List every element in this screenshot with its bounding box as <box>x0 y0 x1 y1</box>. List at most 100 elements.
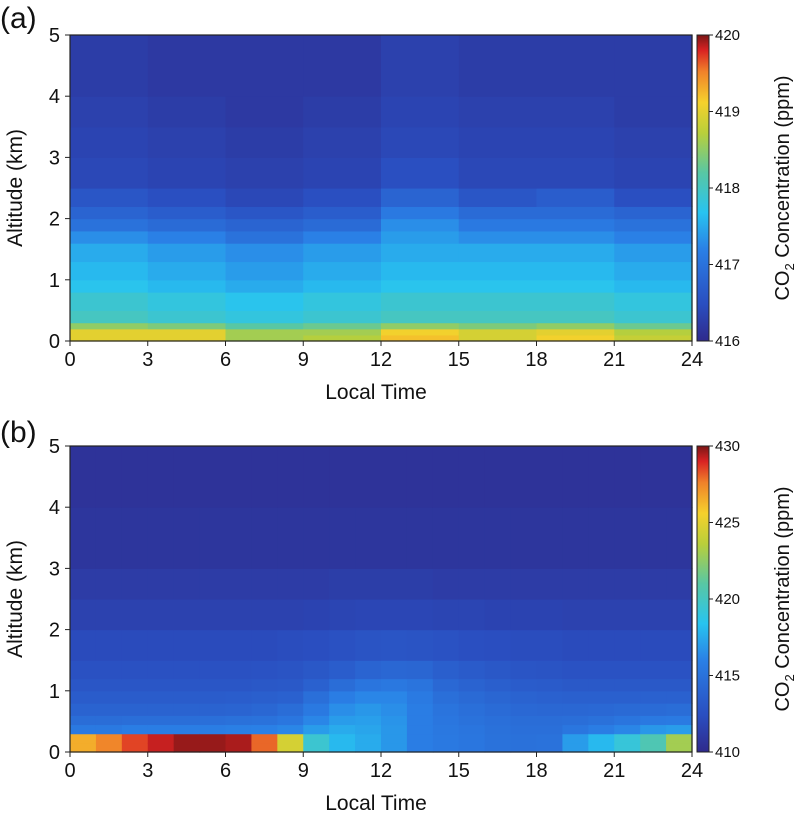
heatmap-cell <box>148 219 226 232</box>
heatmap-cell <box>640 691 667 704</box>
heatmap-cell <box>148 127 226 158</box>
heatmap-cell <box>70 219 148 232</box>
x-tick-label: 21 <box>603 760 625 782</box>
heatmap-cell <box>614 280 692 293</box>
heatmap-cell <box>537 507 564 569</box>
heatmap-cell <box>537 219 615 232</box>
heatmap-cell <box>407 679 434 692</box>
y-tick-label: 5 <box>49 436 60 458</box>
heatmap-cell <box>148 206 226 219</box>
heatmap-cell <box>96 715 123 725</box>
heatmap-cell <box>329 568 356 599</box>
heatmap-cell <box>329 691 356 704</box>
heatmap-cell <box>588 703 615 716</box>
heatmap-cell <box>433 679 460 692</box>
heatmap-cell <box>303 127 381 158</box>
heatmap-cell <box>433 691 460 704</box>
heatmap-cell <box>433 507 460 569</box>
heatmap-cell <box>329 660 356 679</box>
heatmap-cell <box>174 446 201 508</box>
colorbar-tick-label: 420 <box>715 591 740 608</box>
x-tick-label: 9 <box>298 760 309 782</box>
heatmap-cell <box>251 568 278 599</box>
heatmap-cell <box>381 219 459 232</box>
heatmap-cell <box>70 724 97 734</box>
heatmap-cell <box>614 691 641 704</box>
heatmap-cell <box>537 96 615 127</box>
heatmap-cell <box>666 660 693 679</box>
heatmap-cell <box>537 734 564 744</box>
heatmap-cell <box>459 679 486 692</box>
heatmap-cell <box>614 568 641 599</box>
heatmap-cell <box>355 743 382 753</box>
heatmap-cell <box>407 446 434 508</box>
heatmap-cell <box>277 715 304 725</box>
heatmap-cell <box>459 310 537 323</box>
heatmap-cell <box>381 734 408 744</box>
heatmap-cell <box>70 188 148 207</box>
panel-a-colorbar <box>697 35 709 341</box>
heatmap-cell <box>174 691 201 704</box>
x-tick-label: 0 <box>64 349 75 371</box>
heatmap-cell <box>303 679 330 692</box>
heatmap-cell <box>381 261 459 280</box>
heatmap-cell <box>562 734 589 744</box>
heatmap-cell <box>407 568 434 599</box>
heatmap-cell <box>433 660 460 679</box>
heatmap-cell <box>303 691 330 704</box>
heatmap-cell <box>148 691 175 704</box>
heatmap-cell <box>226 568 253 599</box>
heatmap-cell <box>381 310 459 323</box>
heatmap-cell <box>174 679 201 692</box>
heatmap-cell <box>122 743 149 753</box>
heatmap-cell <box>433 734 460 744</box>
heatmap-cell <box>355 568 382 599</box>
heatmap-cell <box>226 219 304 232</box>
heatmap-cell <box>277 568 304 599</box>
panel-a-x-axis: 0 3 6 9 12 15 18 21 24 <box>64 341 703 371</box>
heatmap-cell <box>511 568 538 599</box>
y-tick-label: 2 <box>49 620 60 642</box>
heatmap-cell <box>666 691 693 704</box>
heatmap-cell <box>303 323 381 330</box>
y-tick-label: 4 <box>49 86 60 108</box>
heatmap-cell <box>200 599 227 630</box>
heatmap-cell <box>459 703 486 716</box>
heatmap-cell <box>277 679 304 692</box>
heatmap-cell <box>329 724 356 734</box>
heatmap-cell <box>251 599 278 630</box>
heatmap-cell <box>355 734 382 744</box>
heatmap-cell <box>355 691 382 704</box>
heatmap-cell <box>226 630 253 661</box>
heatmap-cell <box>200 568 227 599</box>
heatmap-cell <box>329 703 356 716</box>
heatmap-cell <box>70 703 97 716</box>
heatmap-cell <box>459 734 486 744</box>
heatmap-cell <box>433 568 460 599</box>
heatmap-cell <box>70 691 97 704</box>
heatmap-cell <box>537 188 615 207</box>
heatmap-cell <box>226 446 253 508</box>
heatmap-cell <box>226 280 304 293</box>
heatmap-cell <box>614 446 641 508</box>
heatmap-cell <box>485 691 512 704</box>
heatmap-cell <box>277 743 304 753</box>
heatmap-cell <box>511 734 538 744</box>
heatmap-cell <box>96 630 123 661</box>
heatmap-cell <box>537 679 564 692</box>
heatmap-cell <box>562 446 589 508</box>
heatmap-cell <box>459 261 537 280</box>
heatmap-cell <box>666 630 693 661</box>
heatmap-cell <box>148 188 226 207</box>
heatmap-cell <box>459 446 486 508</box>
heatmap-cell <box>148 292 226 311</box>
heatmap-cell <box>381 292 459 311</box>
heatmap-cell <box>381 743 408 753</box>
heatmap-cell <box>537 310 615 323</box>
heatmap-cell <box>70 35 148 97</box>
heatmap-cell <box>70 310 148 323</box>
heatmap-cell <box>459 219 537 232</box>
heatmap-cell <box>355 703 382 716</box>
heatmap-cell <box>355 599 382 630</box>
heatmap-cell <box>640 679 667 692</box>
